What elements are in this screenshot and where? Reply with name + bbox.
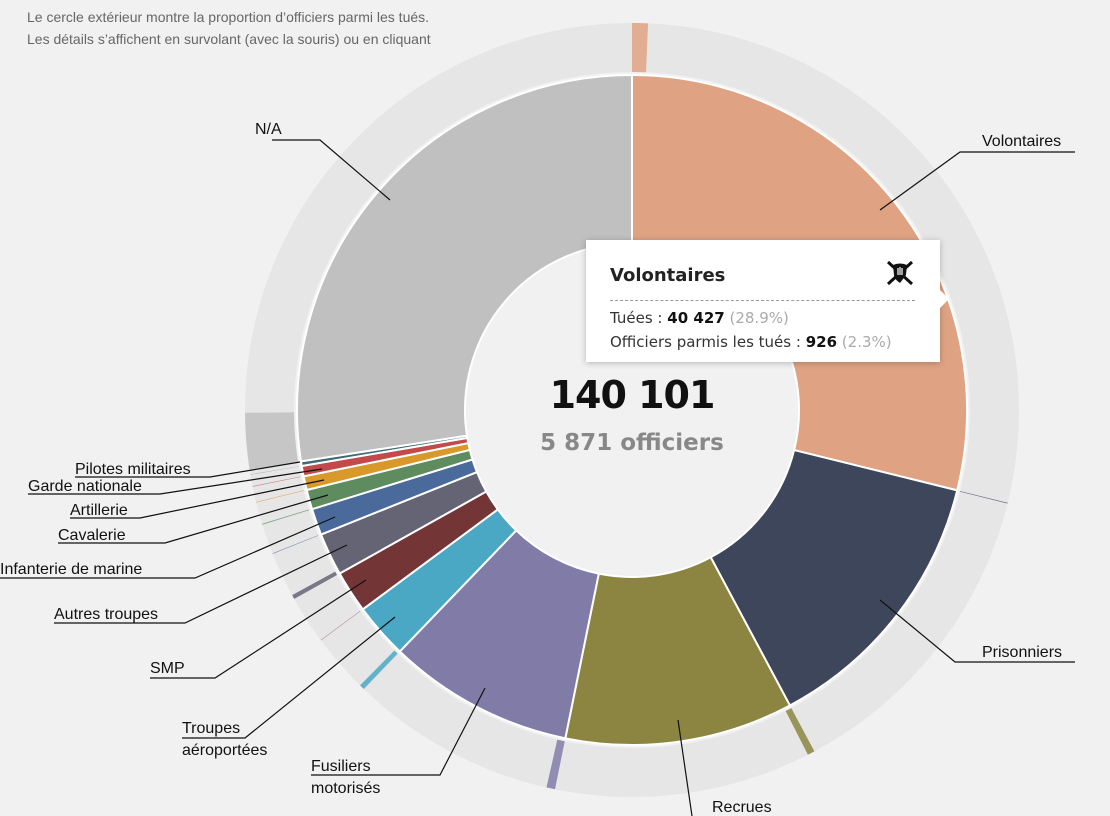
- leader-line-fusiliers-motorises: [311, 687, 486, 776]
- label-line: Garde nationale: [28, 478, 142, 495]
- label-smp[interactable]: SMP: [150, 660, 185, 677]
- label-recrues[interactable]: Recrues: [712, 799, 772, 816]
- label-line: Fusiliers: [311, 758, 371, 775]
- label-line: Volontaires: [982, 133, 1061, 150]
- label-line: aéroportées: [182, 742, 267, 759]
- officer-arc-fusiliers-motorises[interactable]: [546, 739, 565, 790]
- leader-line-cavalerie: [58, 494, 329, 544]
- officer-arc-pilotes-militaires[interactable]: [250, 466, 299, 475]
- officer-arc-volontaires[interactable]: [632, 23, 649, 73]
- label-prisonniers[interactable]: Prisonniers: [982, 644, 1062, 661]
- label-line: Pilotes militaires: [75, 461, 191, 478]
- tooltip-officers-row: Officiers parmis les tués : 926 (2.3%): [610, 333, 892, 351]
- label-line: Cavalerie: [58, 527, 126, 544]
- slice-recrues[interactable]: [564, 555, 792, 746]
- label-line: Prisonniers: [982, 644, 1062, 661]
- leader-line-garde-nationale: [28, 468, 323, 495]
- officer-arc-troupes-aeroportees[interactable]: [360, 650, 398, 689]
- officer-arc-recrues[interactable]: [785, 708, 815, 755]
- leader-line-smp: [150, 579, 367, 679]
- tooltip-officers-value: 926: [805, 333, 838, 351]
- label-line: Recrues: [712, 799, 772, 816]
- label-garde-nationale[interactable]: Garde nationale: [28, 478, 142, 495]
- tooltip: Volontaires Tuées : 40 427 (28.9%) Offic…: [586, 240, 949, 362]
- leader-line-prisonniers: [879, 599, 1075, 663]
- label-line: Troupes: [182, 720, 240, 737]
- intro-line-2: Les détails s’affichent en survolant (av…: [27, 31, 431, 47]
- label-cavalerie[interactable]: Cavalerie: [58, 527, 126, 544]
- leader-line-pilotes-militaires: [75, 461, 301, 478]
- intro-line-1: Le cercle extérieur montre la proportion…: [27, 9, 430, 25]
- tooltip-title: Volontaires: [610, 265, 726, 286]
- officer-arc-smp[interactable]: [320, 610, 361, 641]
- label-infanterie-de-marine[interactable]: Infanterie de marine: [0, 561, 142, 578]
- leader-line-recrues: [677, 719, 693, 816]
- leader-line-infanterie-de-marine: [0, 516, 336, 579]
- label-line: Autres troupes: [54, 606, 158, 623]
- tooltip-killed-row: Tuées : 40 427 (28.9%): [610, 309, 789, 327]
- label-line: SMP: [150, 660, 185, 677]
- label-autres-troupes[interactable]: Autres troupes: [54, 606, 158, 623]
- officer-arc-artillerie[interactable]: [256, 490, 304, 503]
- leader-line-volontaires: [879, 151, 1075, 211]
- officer-arc-infanterie-de-marine[interactable]: [272, 535, 319, 554]
- tooltip-killed-value: 40 427: [667, 309, 725, 327]
- label-line: motorisés: [311, 780, 380, 797]
- tooltip-officers-pct: (2.3%): [841, 333, 892, 351]
- slice-n-a[interactable]: [296, 73, 633, 463]
- label-line: Artillerie: [70, 502, 128, 519]
- label-n-a[interactable]: N/A: [255, 121, 282, 138]
- label-pilotes-militaires[interactable]: Pilotes militaires: [75, 461, 191, 478]
- label-troupes-aeroportees[interactable]: Troupes aéroportées: [182, 720, 267, 759]
- crossed-swords-shield-icon: [885, 260, 915, 291]
- officer-arc-prisonniers[interactable]: [959, 491, 1008, 504]
- officer-arc-cavalerie[interactable]: [262, 509, 310, 525]
- label-line: N/A: [255, 121, 282, 138]
- label-volontaires[interactable]: Volontaires: [982, 133, 1061, 150]
- label-artillerie[interactable]: Artillerie: [70, 502, 128, 519]
- tooltip-killed-pct: (28.9%): [729, 309, 789, 327]
- center-officers: 5 871 officiers: [540, 430, 724, 456]
- officer-arc-n-a[interactable]: [245, 412, 298, 470]
- center-total: 140 101: [550, 373, 715, 417]
- leader-line-artillerie: [70, 479, 325, 519]
- leader-line-troupes-aeroportees: [182, 616, 396, 739]
- leader-line-n-a: [272, 139, 391, 201]
- intro-text: Le cercle extérieur montre la proportion…: [27, 6, 431, 50]
- leader-line-autres-troupes: [54, 544, 348, 624]
- officer-arc-autres-troupes[interactable]: [292, 571, 338, 599]
- label-fusiliers-motorises[interactable]: Fusiliers motorisés: [311, 758, 380, 797]
- slice-prisonniers[interactable]: [709, 448, 959, 707]
- label-line: Infanterie de marine: [0, 561, 142, 578]
- officer-arc-garde-nationale[interactable]: [252, 476, 301, 487]
